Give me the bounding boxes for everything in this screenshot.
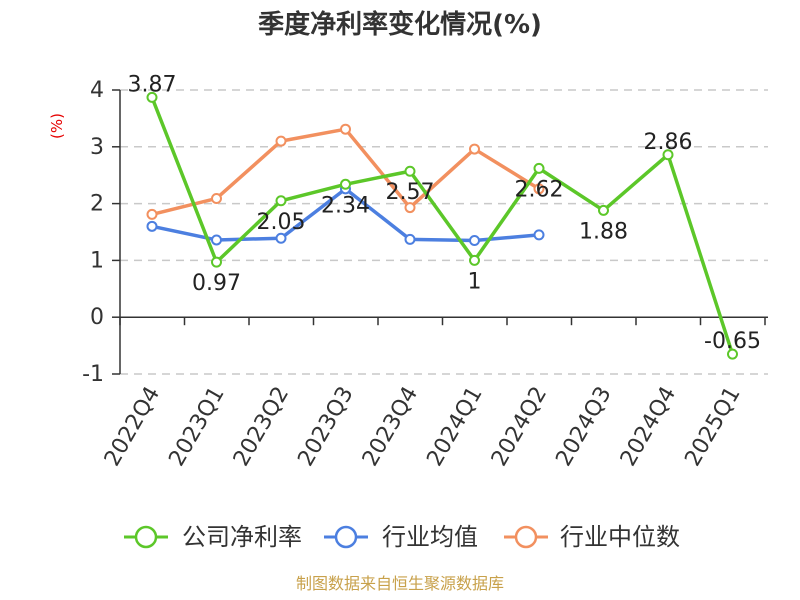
series-group — [146, 123, 545, 220]
legend-label: 公司净利率 — [182, 523, 302, 551]
legend-item: 公司净利率 — [124, 523, 302, 551]
legend-item: 行业中位数 — [504, 523, 680, 551]
y-tick-label: 0 — [90, 305, 104, 330]
data-point — [146, 208, 158, 220]
x-tick-label: 2024Q1 — [422, 383, 487, 471]
data-label: 3.87 — [128, 72, 177, 97]
y-tick-label: 2 — [90, 192, 104, 217]
data-point — [275, 135, 287, 147]
x-tick-label: 2023Q1 — [164, 383, 229, 471]
grid-layer — [120, 89, 768, 375]
legend-circle-marker — [514, 525, 538, 549]
chart-title: 季度净利率变化情况(%) — [258, 9, 542, 40]
legend-item: 行业均值 — [324, 523, 478, 551]
data-point — [340, 178, 351, 190]
data-label: 2.62 — [515, 177, 564, 202]
data-point — [727, 348, 738, 360]
data-point — [533, 229, 545, 241]
x-tick-label: 2024Q3 — [551, 383, 616, 471]
data-label: 2.34 — [321, 193, 370, 218]
data-point — [533, 183, 545, 195]
legend: 公司净利率 行业均值 行业中位数 — [124, 523, 680, 551]
x-tick-label: 2023Q4 — [358, 383, 423, 471]
data-point — [469, 143, 480, 155]
data-point — [662, 149, 674, 161]
data-label: 1.88 — [579, 219, 628, 244]
series-group — [146, 91, 738, 360]
series-layer — [146, 91, 738, 360]
data-point — [275, 232, 287, 244]
x-tick-label: 2025Q1 — [680, 383, 745, 471]
legend-label: 行业中位数 — [560, 523, 680, 551]
data-label: 2.57 — [386, 180, 435, 205]
data-point — [211, 192, 222, 204]
x-tick-label: 2024Q2 — [487, 383, 552, 471]
data-label: 1 — [468, 269, 482, 294]
data-point — [146, 220, 158, 232]
data-point — [340, 123, 351, 135]
data-label: 0.97 — [192, 271, 241, 296]
data-label-layer: 3.87 0.97 2.05 2.34 2.57 1 2.62 1.88 2.86 -0.65 — [128, 72, 761, 354]
data-point — [469, 254, 480, 266]
y-tick-label: -1 — [82, 362, 104, 387]
data-point — [211, 234, 222, 246]
x-tick-label: 2023Q2 — [229, 383, 294, 471]
data-point — [533, 162, 545, 174]
data-point — [211, 256, 222, 268]
data-point — [275, 195, 287, 207]
data-point — [404, 165, 416, 177]
y-tick-label: 4 — [90, 78, 104, 103]
y-tick-label: 3 — [90, 135, 104, 160]
data-point — [404, 233, 416, 245]
x-tick-label: 2022Q4 — [100, 383, 165, 471]
data-label: 2.05 — [257, 210, 306, 235]
series-line — [150, 95, 735, 356]
data-point — [146, 91, 158, 103]
data-point — [404, 202, 416, 214]
x-tick-label: 2024Q4 — [616, 383, 681, 471]
x-tick-label: 2023Q3 — [293, 383, 358, 471]
data-point — [598, 204, 609, 216]
data-label: 2.86 — [644, 130, 693, 155]
data-source-note: 制图数据来自恒生聚源数据库 — [296, 574, 504, 593]
legend-label: 行业均值 — [382, 523, 478, 551]
legend-circle-marker — [134, 525, 158, 549]
y-tick-label: 1 — [90, 248, 104, 273]
data-point — [469, 235, 480, 247]
y-axis-unit-label: (%) — [48, 113, 66, 139]
legend-circle-marker — [334, 525, 358, 549]
data-label: -0.65 — [704, 329, 761, 354]
